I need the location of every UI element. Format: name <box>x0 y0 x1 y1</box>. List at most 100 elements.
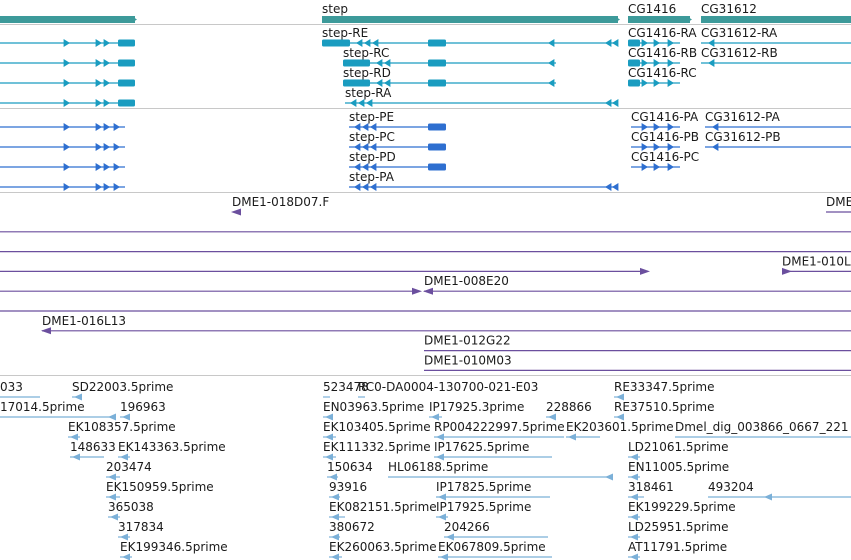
transcript_track-row2-item2-arrow-icon-1 <box>653 59 660 67</box>
est-e5-label-1[interactable]: 150634 <box>327 460 373 474</box>
protein_track-row2-item1-exon-block-0[interactable] <box>428 143 446 151</box>
est-e1-label-2[interactable]: 523478 <box>323 380 369 394</box>
est-e9-label-3[interactable]: AT11791.5prime <box>628 540 727 554</box>
transcript_track-row2-item1-exon-block-1[interactable] <box>428 59 446 67</box>
clone-c4-label-1[interactable]: DME1-010L <box>782 254 851 268</box>
est-e5-label-0[interactable]: 203474 <box>106 460 152 474</box>
est-e8-label-0[interactable]: 317834 <box>118 520 164 534</box>
transcript_track-row2-item2-exon-block-0[interactable] <box>628 59 640 67</box>
est-e5-label-3[interactable]: EN11005.5prime <box>628 460 729 474</box>
est-e8-label-1[interactable]: 380672 <box>329 520 375 534</box>
transcript_track-row1-label-1[interactable]: step-RE <box>322 26 368 40</box>
est-e2-item1-arrow-icon-0 <box>122 413 130 421</box>
transcript_track-row3-item1-exon-block-1[interactable] <box>428 79 446 87</box>
est-e2-label-3[interactable]: IP17925.3prime <box>429 400 524 414</box>
est-e7-label-3[interactable]: EK199229.5prime <box>628 500 736 514</box>
est-e4-label-3[interactable]: IP17625.5prime <box>434 440 529 454</box>
transcript_track-row1-label-3[interactable]: CG31612-RA <box>701 26 778 40</box>
left-gene-gene-bar[interactable] <box>0 16 135 23</box>
est-e8-label-3[interactable]: LD25951.5prime <box>628 520 729 534</box>
est-e6-item4-arrow-icon-0 <box>764 493 772 501</box>
est-e4-label-4[interactable]: LD21061.5prime <box>628 440 729 454</box>
est-e1-label-0[interactable]: 033 <box>0 380 23 394</box>
est-e8-label-2[interactable]: 204266 <box>444 520 490 534</box>
cg1416-gene-label[interactable]: CG1416 <box>628 2 676 16</box>
est-e2-label-5[interactable]: RE37510.5prime <box>614 400 715 414</box>
transcript_track-row1-item2-exon-block-0[interactable] <box>628 39 640 47</box>
est-e2-label-1[interactable]: 196963 <box>120 400 166 414</box>
cg31612-gene-label[interactable]: CG31612 <box>701 2 757 16</box>
est-e2-label-4[interactable]: 228866 <box>546 400 592 414</box>
step-gene-bar[interactable] <box>322 16 618 23</box>
est-e1-label-1[interactable]: SD22003.5prime <box>72 380 173 394</box>
protein_track-row1-item1-exon-block-0[interactable] <box>428 123 446 131</box>
clone-c1-label-1[interactable]: DME <box>826 195 851 209</box>
est-e6-label-3[interactable]: 318461 <box>628 480 674 494</box>
transcript_track-row2-item1-exon-block-0[interactable] <box>343 59 370 67</box>
est-e2-label-0[interactable]: 17014.5prime <box>0 400 85 414</box>
clone-c5-label-1[interactable]: DME1-008E20 <box>424 274 509 288</box>
est-e9-label-2[interactable]: EK067809.5prime <box>438 540 546 554</box>
protein_track-row3-item1-exon-block-0[interactable] <box>428 163 446 171</box>
cg1416-gene-bar[interactable] <box>628 16 690 23</box>
transcript_track-row1-item2-arrow-icon-0 <box>641 39 648 47</box>
transcript_track-row1-label-2[interactable]: CG1416-RA <box>628 26 697 40</box>
transcript_track-row3-item0-exon-block-0[interactable] <box>118 79 135 87</box>
protein_track-row1-label-3[interactable]: CG31612-PA <box>705 110 781 124</box>
est-e6-label-1[interactable]: 93916 <box>329 480 367 494</box>
protein_track-row3-item0-arrow-icon-1 <box>95 163 102 171</box>
est-e3-label-1[interactable]: EK103405.5prime <box>323 420 431 434</box>
transcript_track-row3-item1-exon-block-0[interactable] <box>343 79 370 87</box>
protein_track-row4-label-1[interactable]: step-PA <box>349 170 395 184</box>
est-e6-label-0[interactable]: EK150959.5prime <box>106 480 214 494</box>
cg31612-gene-bar[interactable] <box>701 16 851 23</box>
est-e4-label-1[interactable]: EK143363.5prime <box>118 440 226 454</box>
est-e6-label-2[interactable]: IP17825.5prime <box>436 480 531 494</box>
transcript_track-row4-item0-exon-block-0[interactable] <box>118 99 135 107</box>
clone-c7-label-0[interactable]: DME1-016L13 <box>42 314 126 328</box>
step-gene-label[interactable]: step <box>322 2 348 16</box>
est-e4-label-0[interactable]: 148633 <box>70 440 116 454</box>
protein_track-row2-label-2[interactable]: CG1416-PB <box>631 130 699 144</box>
est-e7-label-1[interactable]: EK082151.5prime <box>329 500 437 514</box>
transcript_track-row2-label-2[interactable]: CG1416-RB <box>628 46 697 60</box>
est-e4-label-2[interactable]: EK111332.5prime <box>323 440 431 454</box>
est-e3-label-0[interactable]: EK108357.5prime <box>68 420 176 434</box>
est-e5-label-2[interactable]: HL06188.5prime <box>388 460 488 474</box>
transcript_track-row4-item1-arrow-icon-0 <box>350 99 357 107</box>
protein_track-row3-label-2[interactable]: CG1416-PC <box>631 150 699 164</box>
transcript_track-row2-label-3[interactable]: CG31612-RB <box>701 46 778 60</box>
protein_track-row3-label-1[interactable]: step-PD <box>349 150 396 164</box>
est-e9-label-1[interactable]: EK260063.5prime <box>329 540 437 554</box>
est-e9-label-0[interactable]: EK199346.5prime <box>120 540 228 554</box>
transcript_track-row3-label-1[interactable]: step-RD <box>343 66 391 80</box>
est-e1-label-3[interactable]: RC0-DA0004-130700-021-E03 <box>358 380 538 394</box>
est-e7-label-2[interactable]: IP17925.5prime <box>436 500 531 514</box>
clone-c9-label-0[interactable]: DME1-010M03 <box>424 353 512 367</box>
transcript_track-row1-item1-exon-block-1[interactable] <box>428 39 446 47</box>
protein_track-row2-label-1[interactable]: step-PC <box>349 130 395 144</box>
protein_track-row3-item1-arrow-icon-2 <box>370 163 377 171</box>
protein_track-row1-item0-arrow-icon-1 <box>95 123 102 131</box>
est-e3-label-4[interactable]: Dmel_dig_003866_0667_221 <box>675 420 848 434</box>
est-e6-label-4[interactable]: 493204 <box>708 480 754 494</box>
est-e3-label-3[interactable]: EK203601.5prime <box>566 420 674 434</box>
transcript_track-row1-item1-exon-block-0[interactable] <box>322 39 350 47</box>
est-e7-label-0[interactable]: 365038 <box>108 500 154 514</box>
transcript_track-row4-label-1[interactable]: step-RA <box>345 86 392 100</box>
clone-c8-label-0[interactable]: DME1-012G22 <box>424 334 511 348</box>
est-e2-label-2[interactable]: EN03963.5prime <box>323 400 424 414</box>
protein_track-row1-label-2[interactable]: CG1416-PA <box>631 110 699 124</box>
transcript_track-row2-label-1[interactable]: step-RC <box>343 46 389 60</box>
est-e1-label-4[interactable]: RE33347.5prime <box>614 380 715 394</box>
transcript_track-row3-label-2[interactable]: CG1416-RC <box>628 66 697 80</box>
protein_track-row2-label-3[interactable]: CG31612-PB <box>705 130 781 144</box>
transcript_track-row2-item0-exon-block-0[interactable] <box>118 59 135 67</box>
clone-c1-label-0[interactable]: DME1-018D07.F <box>232 195 329 209</box>
protein_track-row1-label-1[interactable]: step-PE <box>349 110 394 124</box>
transcript_track-row3-item2-exon-block-0[interactable] <box>628 79 640 87</box>
transcript_track-row1-item0-exon-block-0[interactable] <box>118 39 135 47</box>
est-e3-label-2[interactable]: RP004222997.5prime <box>434 420 565 434</box>
est-track: 033 SD22003.5prime 523478RC0-DA0004-130700… <box>0 380 851 560</box>
est-e8-item2-arrow-icon-0 <box>446 533 454 541</box>
